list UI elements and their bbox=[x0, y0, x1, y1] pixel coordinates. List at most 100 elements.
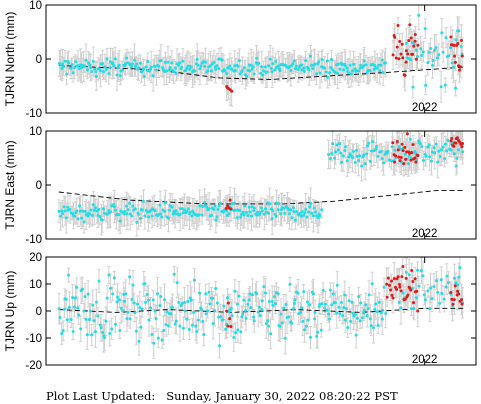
data-point bbox=[374, 147, 378, 151]
data-point bbox=[68, 207, 72, 211]
data-point bbox=[214, 286, 218, 290]
data-point bbox=[331, 292, 335, 296]
data-point bbox=[104, 319, 108, 323]
data-point bbox=[173, 212, 177, 216]
data-point bbox=[273, 68, 277, 72]
data-point bbox=[221, 318, 225, 322]
recent-point bbox=[394, 56, 398, 60]
data-point bbox=[62, 205, 66, 209]
data-point bbox=[382, 161, 386, 165]
data-point bbox=[277, 202, 281, 206]
recent-point bbox=[449, 35, 453, 39]
data-point bbox=[215, 64, 219, 68]
recent-point bbox=[393, 160, 397, 164]
data-point bbox=[338, 312, 342, 316]
data-point bbox=[411, 85, 415, 89]
data-point bbox=[333, 301, 337, 305]
data-point bbox=[252, 72, 256, 76]
data-point bbox=[307, 210, 311, 214]
data-point bbox=[112, 205, 116, 209]
data-point bbox=[376, 154, 380, 158]
data-point bbox=[368, 159, 372, 163]
data-point bbox=[108, 210, 112, 214]
data-point bbox=[82, 220, 86, 224]
data-point bbox=[274, 302, 278, 306]
data-point bbox=[133, 207, 137, 211]
data-point bbox=[288, 65, 292, 69]
data-point bbox=[153, 209, 157, 213]
data-point bbox=[321, 288, 325, 292]
data-point bbox=[78, 209, 82, 213]
data-point bbox=[57, 307, 61, 311]
data-point bbox=[368, 69, 372, 73]
data-point bbox=[358, 319, 362, 323]
data-point bbox=[343, 293, 347, 297]
data-point bbox=[407, 154, 411, 158]
data-point bbox=[314, 210, 318, 214]
data-point bbox=[278, 69, 282, 73]
data-point bbox=[291, 206, 295, 210]
data-point bbox=[71, 296, 75, 300]
data-point bbox=[358, 66, 362, 70]
data-point bbox=[133, 64, 137, 68]
data-point bbox=[62, 307, 66, 311]
data-point bbox=[438, 301, 442, 305]
data-point bbox=[260, 299, 264, 303]
data-point bbox=[265, 70, 269, 74]
data-point bbox=[240, 315, 244, 319]
data-point bbox=[434, 279, 438, 283]
data-point bbox=[233, 64, 237, 68]
data-point bbox=[287, 315, 291, 319]
data-point bbox=[174, 209, 178, 213]
data-point bbox=[195, 57, 199, 61]
data-point bbox=[160, 215, 164, 219]
recent-point bbox=[409, 36, 413, 40]
data-point bbox=[441, 145, 445, 149]
data-point bbox=[193, 69, 197, 73]
data-point bbox=[128, 275, 132, 279]
data-point bbox=[135, 62, 139, 66]
data-point bbox=[263, 65, 267, 69]
data-point bbox=[377, 63, 381, 67]
data-point bbox=[172, 70, 176, 74]
data-point bbox=[163, 201, 167, 205]
data-point bbox=[328, 288, 332, 292]
data-point bbox=[234, 208, 238, 212]
data-point bbox=[457, 275, 461, 279]
data-point bbox=[104, 67, 108, 71]
data-point bbox=[122, 212, 126, 216]
recent-point bbox=[413, 156, 417, 160]
data-point bbox=[331, 142, 335, 146]
data-point bbox=[375, 66, 379, 70]
data-point bbox=[347, 71, 351, 75]
data-point bbox=[446, 138, 450, 142]
data-point bbox=[337, 305, 341, 309]
data-point bbox=[64, 216, 68, 220]
data-point bbox=[178, 213, 182, 217]
data-point bbox=[359, 63, 363, 67]
recent-point bbox=[409, 288, 413, 292]
recent-point bbox=[404, 276, 408, 280]
data-point bbox=[415, 55, 419, 59]
data-point bbox=[83, 295, 87, 299]
data-point bbox=[239, 330, 243, 334]
data-point bbox=[145, 210, 149, 214]
data-point bbox=[404, 41, 408, 45]
data-point bbox=[346, 326, 350, 330]
data-point bbox=[85, 333, 89, 337]
data-point bbox=[311, 292, 315, 296]
recent-point bbox=[450, 297, 454, 301]
data-point bbox=[196, 63, 200, 67]
recent-point bbox=[412, 301, 416, 305]
recent-point bbox=[461, 141, 465, 145]
data-point bbox=[228, 64, 232, 68]
data-point bbox=[278, 324, 282, 328]
data-point bbox=[105, 57, 109, 61]
data-point bbox=[433, 151, 437, 155]
data-point bbox=[261, 73, 265, 77]
data-point bbox=[339, 151, 343, 155]
data-point bbox=[178, 61, 182, 65]
data-point bbox=[255, 292, 259, 296]
data-point bbox=[454, 164, 458, 168]
data-point bbox=[459, 44, 463, 48]
